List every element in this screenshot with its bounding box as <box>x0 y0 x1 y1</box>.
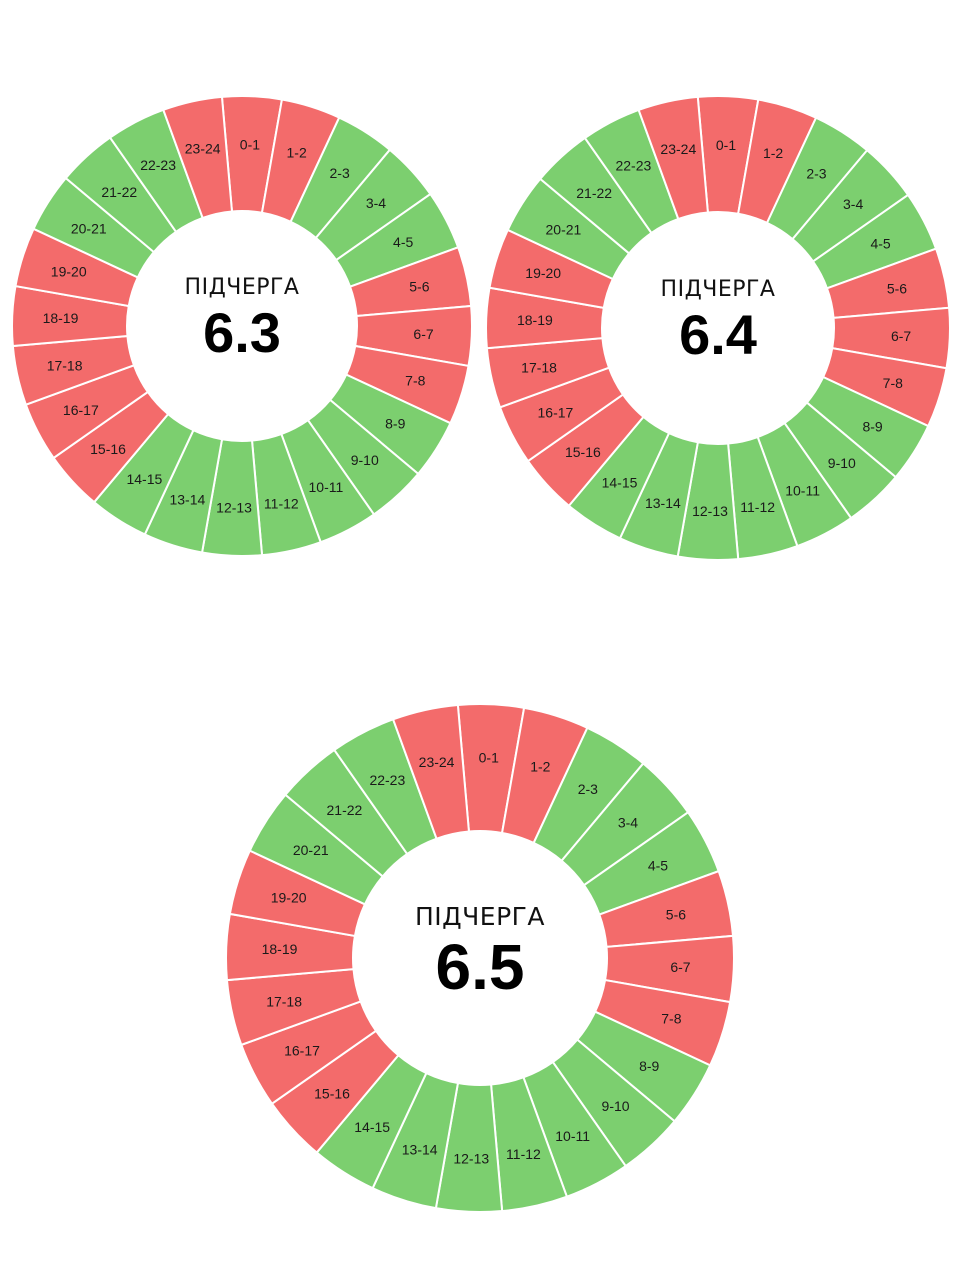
hour-label: 14-15 <box>126 471 162 487</box>
hour-label: 3-4 <box>366 195 386 211</box>
hour-label: 20-21 <box>71 220 107 236</box>
hour-label: 5-6 <box>887 280 907 296</box>
hour-label: 14-15 <box>602 475 638 491</box>
hour-label: 4-5 <box>870 235 890 251</box>
schedule-ring-6-4: 0-1 1-2 2-3 3-4 4-5 5-6 6-7 7-8 8-9 9-10 10-11 11-1… <box>484 94 952 562</box>
hour-label: 19-20 <box>271 890 307 906</box>
hour-segment-23-24-power-off <box>637 95 709 221</box>
hour-label: 20-21 <box>293 842 329 858</box>
hour-label: 2-3 <box>806 165 826 181</box>
hour-label: 17-18 <box>47 357 83 373</box>
hour-label: 19-20 <box>51 263 87 279</box>
hour-label: 12-13 <box>453 1150 489 1166</box>
schedule-ring-6-5: 0-1 1-2 2-3 3-4 4-5 5-6 6-7 7-8 8-9 9-10 10-11 11-1… <box>224 702 736 1214</box>
hour-label: 17-18 <box>521 360 557 376</box>
hour-label: 3-4 <box>618 814 638 830</box>
hour-label: 21-22 <box>101 184 137 200</box>
hour-label: 16-17 <box>538 405 574 421</box>
hour-label: 2-3 <box>330 165 350 181</box>
hour-label: 18-19 <box>517 312 553 328</box>
hour-label: 15-16 <box>314 1086 350 1102</box>
hour-label: 9-10 <box>828 455 856 471</box>
hour-label: 11-12 <box>506 1146 541 1162</box>
hour-label: 21-22 <box>576 185 612 201</box>
hour-label: 13-14 <box>169 491 205 507</box>
ring-chart: 0-1 1-2 2-3 3-4 4-5 5-6 6-7 7-8 8-9 9-10 10-11 11-1… <box>485 95 951 561</box>
ring-chart: 0-1 1-2 2-3 3-4 4-5 5-6 6-7 7-8 8-9 9-10 10-11 11-1… <box>225 703 735 1213</box>
hour-label: 6-7 <box>413 326 433 342</box>
hour-label: 17-18 <box>266 993 302 1009</box>
hour-label: 7-8 <box>661 1010 681 1026</box>
hour-label: 22-23 <box>369 772 405 788</box>
hour-label: 18-19 <box>262 941 298 957</box>
hour-label: 11-12 <box>264 495 299 511</box>
hour-label: 23-24 <box>185 141 221 157</box>
hour-label: 23-24 <box>660 141 696 157</box>
hour-label: 22-23 <box>140 157 176 173</box>
hour-label: 15-16 <box>90 441 126 457</box>
hour-label: 1-2 <box>287 145 307 161</box>
hour-label: 6-7 <box>670 959 690 975</box>
hour-label: 14-15 <box>354 1119 390 1135</box>
hour-label: 12-13 <box>216 500 252 516</box>
hour-label: 10-11 <box>309 479 344 495</box>
hour-label: 13-14 <box>402 1141 438 1157</box>
hour-label: 8-9 <box>639 1058 659 1074</box>
hour-label: 4-5 <box>393 234 413 250</box>
hour-label: 13-14 <box>645 495 681 511</box>
hour-label: 10-11 <box>785 483 820 499</box>
hour-label: 0-1 <box>240 136 260 152</box>
hour-segment-23-24-power-off <box>162 95 234 220</box>
hour-label: 18-19 <box>43 310 79 326</box>
hour-label: 11-12 <box>740 499 775 515</box>
hour-label: 20-21 <box>546 222 582 238</box>
hour-label: 16-17 <box>284 1043 320 1059</box>
hour-label: 8-9 <box>385 416 405 432</box>
hour-label: 0-1 <box>479 750 499 766</box>
hour-label: 9-10 <box>602 1098 630 1114</box>
hour-label: 3-4 <box>843 196 863 212</box>
hour-label: 2-3 <box>578 781 598 797</box>
hour-label: 5-6 <box>666 907 686 923</box>
hour-label: 8-9 <box>862 418 882 434</box>
hour-label: 7-8 <box>883 375 903 391</box>
hour-label: 22-23 <box>615 157 651 173</box>
hour-label: 16-17 <box>63 402 99 418</box>
hour-label: 0-1 <box>716 137 736 153</box>
hour-label: 19-20 <box>525 265 561 281</box>
hour-label: 21-22 <box>327 802 363 818</box>
hour-label: 23-24 <box>419 754 455 770</box>
hour-label: 10-11 <box>555 1128 590 1144</box>
ring-chart: 0-1 1-2 2-3 3-4 4-5 5-6 6-7 7-8 8-9 9-10 10-11 11-1… <box>11 95 473 557</box>
hour-segment-23-24-power-off <box>391 703 471 840</box>
hour-label: 15-16 <box>565 444 601 460</box>
hour-label: 9-10 <box>351 452 379 468</box>
hour-label: 1-2 <box>530 759 550 775</box>
hour-label: 6-7 <box>891 328 911 344</box>
hour-label: 7-8 <box>405 373 425 389</box>
hour-label: 5-6 <box>409 279 429 295</box>
hour-label: 4-5 <box>648 857 668 873</box>
hour-label: 1-2 <box>763 145 783 161</box>
schedule-ring-6-3: 0-1 1-2 2-3 3-4 4-5 5-6 6-7 7-8 8-9 9-10 10-11 11-1… <box>10 94 474 558</box>
hour-label: 12-13 <box>692 503 728 519</box>
